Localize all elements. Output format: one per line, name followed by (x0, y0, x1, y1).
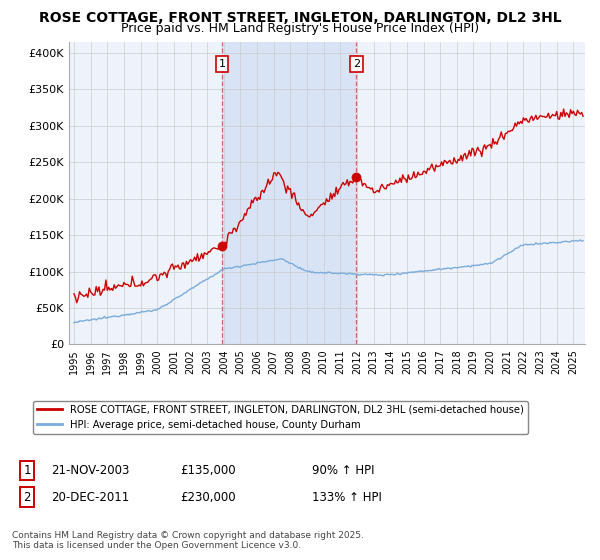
Legend: ROSE COTTAGE, FRONT STREET, INGLETON, DARLINGTON, DL2 3HL (semi-detached house),: ROSE COTTAGE, FRONT STREET, INGLETON, DA… (33, 401, 527, 434)
Text: 2: 2 (353, 59, 360, 69)
Text: £230,000: £230,000 (180, 491, 236, 504)
Text: ROSE COTTAGE, FRONT STREET, INGLETON, DARLINGTON, DL2 3HL: ROSE COTTAGE, FRONT STREET, INGLETON, DA… (38, 11, 562, 25)
Text: £135,000: £135,000 (180, 464, 236, 477)
Text: 21-NOV-2003: 21-NOV-2003 (51, 464, 130, 477)
Text: 133% ↑ HPI: 133% ↑ HPI (312, 491, 382, 504)
Text: Price paid vs. HM Land Registry's House Price Index (HPI): Price paid vs. HM Land Registry's House … (121, 22, 479, 35)
Text: 20-DEC-2011: 20-DEC-2011 (51, 491, 129, 504)
Text: 90% ↑ HPI: 90% ↑ HPI (312, 464, 374, 477)
Text: Contains HM Land Registry data © Crown copyright and database right 2025.
This d: Contains HM Land Registry data © Crown c… (12, 530, 364, 550)
Bar (222, 42, 356, 344)
Text: 2: 2 (23, 491, 31, 504)
Text: 1: 1 (218, 59, 226, 69)
Text: 1: 1 (23, 464, 31, 477)
